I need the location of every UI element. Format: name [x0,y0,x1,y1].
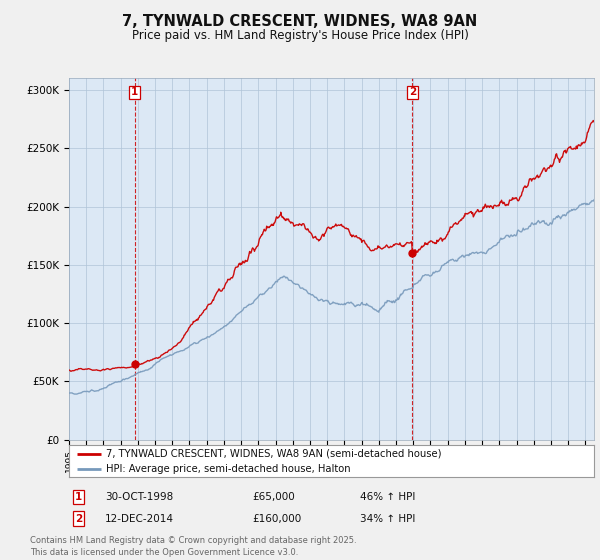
Text: 1: 1 [131,87,139,97]
Text: Price paid vs. HM Land Registry's House Price Index (HPI): Price paid vs. HM Land Registry's House … [131,29,469,42]
Text: 34% ↑ HPI: 34% ↑ HPI [360,514,415,524]
Text: 1: 1 [75,492,82,502]
Text: HPI: Average price, semi-detached house, Halton: HPI: Average price, semi-detached house,… [106,464,350,474]
Text: 46% ↑ HPI: 46% ↑ HPI [360,492,415,502]
Text: 2: 2 [409,87,416,97]
Text: 2: 2 [75,514,82,524]
Text: 7, TYNWALD CRESCENT, WIDNES, WA8 9AN (semi-detached house): 7, TYNWALD CRESCENT, WIDNES, WA8 9AN (se… [106,449,441,459]
Text: Contains HM Land Registry data © Crown copyright and database right 2025.
This d: Contains HM Land Registry data © Crown c… [30,536,356,557]
Text: £65,000: £65,000 [252,492,295,502]
Text: 12-DEC-2014: 12-DEC-2014 [105,514,174,524]
Text: 30-OCT-1998: 30-OCT-1998 [105,492,173,502]
Text: 7, TYNWALD CRESCENT, WIDNES, WA8 9AN: 7, TYNWALD CRESCENT, WIDNES, WA8 9AN [122,14,478,29]
Text: £160,000: £160,000 [252,514,301,524]
